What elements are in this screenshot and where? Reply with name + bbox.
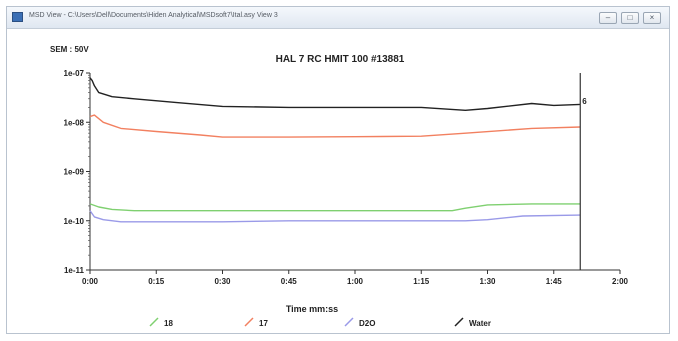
x-tick-label: 0:15 bbox=[148, 277, 165, 286]
msd-view-window: MSD View - C:\Users\Dell\Documents\Hiden… bbox=[6, 6, 670, 334]
series-line-18 bbox=[89, 203, 581, 212]
plot-area: 1e-07 1e-08 1e-09 1e-10 1e-11 0:00 0:15 0:30 0:4… bbox=[64, 69, 629, 286]
x-tick-label: 0:00 bbox=[82, 277, 99, 286]
legend-label-17: 17 bbox=[259, 319, 268, 328]
legend-swatch-17 bbox=[244, 317, 254, 327]
y-tick-label: 1e-10 bbox=[64, 217, 85, 226]
minimize-button[interactable]: – bbox=[599, 12, 617, 24]
time-cursor-label: 6 bbox=[582, 97, 587, 106]
legend: 18 17 D2O Water bbox=[149, 317, 491, 328]
x-tick-label: 2:00 bbox=[612, 277, 629, 286]
maximize-button[interactable]: □ bbox=[621, 12, 639, 24]
y-tick-label: 1e-11 bbox=[64, 266, 85, 275]
x-axis-label: Time mm:ss bbox=[286, 304, 338, 314]
x-tick-label: 1:15 bbox=[413, 277, 430, 286]
y-tick-label: 1e-08 bbox=[64, 118, 85, 127]
series-line-water bbox=[89, 77, 581, 112]
app-icon bbox=[12, 12, 23, 22]
x-tick-label: 1:45 bbox=[546, 277, 563, 286]
series-line-17 bbox=[89, 114, 581, 138]
window-title: MSD View - C:\Users\Dell\Documents\Hiden… bbox=[29, 12, 278, 19]
legend-swatch-18 bbox=[149, 317, 159, 327]
detector-label: SEM : 50V bbox=[50, 45, 89, 54]
x-tick-label: 1:00 bbox=[347, 277, 364, 286]
x-tick-label: 1:30 bbox=[479, 277, 496, 286]
legend-label-18: 18 bbox=[164, 319, 173, 328]
x-tick-label: 0:45 bbox=[281, 277, 298, 286]
legend-swatch-water bbox=[454, 317, 464, 327]
legend-label-water: Water bbox=[469, 319, 491, 328]
title-bar[interactable]: MSD View - C:\Users\Dell\Documents\Hiden… bbox=[7, 7, 669, 29]
y-tick-label: 1e-07 bbox=[64, 69, 85, 78]
chart-title: HAL 7 RC HMIT 100 #13881 bbox=[276, 54, 405, 65]
x-tick-label: 0:30 bbox=[214, 277, 231, 286]
legend-label-d2o: D2O bbox=[359, 319, 375, 328]
y-tick-label: 1e-09 bbox=[64, 168, 85, 177]
legend-swatch-d2o bbox=[344, 317, 354, 327]
close-button[interactable]: × bbox=[643, 12, 661, 24]
series-line-d2o bbox=[89, 210, 581, 223]
